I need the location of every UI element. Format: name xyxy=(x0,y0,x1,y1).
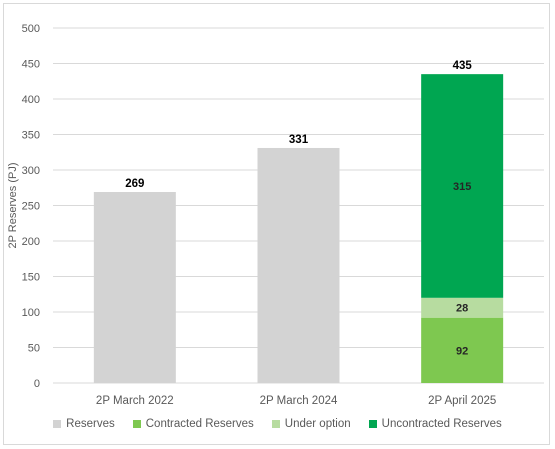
bar-segment xyxy=(421,317,504,383)
legend-item-reserves: Reserves xyxy=(53,418,115,430)
y-tick-label: 350 xyxy=(22,130,40,142)
legend-item-uncontracted-reserves: Uncontracted Reserves xyxy=(368,418,502,430)
y-tick-label: 500 xyxy=(22,23,40,35)
x-tick-label: 2P March 2022 xyxy=(96,395,174,407)
y-tick-label: 200 xyxy=(22,236,40,248)
y-tick-label: 300 xyxy=(22,165,40,177)
legend-swatch-contracted-reserves xyxy=(132,420,141,428)
chart-legend: Reserves Contracted Reserves Under optio… xyxy=(0,418,555,430)
y-tick-label: 400 xyxy=(22,94,40,106)
legend-item-under-option: Under option xyxy=(271,418,351,430)
legend-swatch-under-option xyxy=(271,420,280,428)
y-tick-label: 0 xyxy=(34,378,40,390)
legend-label-reserves: Reserves xyxy=(66,418,115,430)
segment-data-label: 315 xyxy=(453,181,471,193)
legend-swatch-uncontracted-reserves xyxy=(368,420,377,428)
bar-segment xyxy=(257,147,340,383)
legend-label-contracted-reserves: Contracted Reserves xyxy=(145,418,254,430)
legend-swatch-reserves xyxy=(53,420,62,428)
bar-segment xyxy=(421,297,504,318)
x-tick-label: 2P March 2024 xyxy=(260,395,338,407)
legend-item-contracted-reserves: Contracted Reserves xyxy=(132,418,254,430)
legend-label-under-option: Under option xyxy=(284,418,351,430)
total-data-label: 435 xyxy=(453,60,473,72)
segment-data-label: 28 xyxy=(456,303,468,315)
y-tick-label: 50 xyxy=(28,343,40,355)
y-tick-label: 250 xyxy=(22,201,40,213)
x-tick-label: 2P April 2025 xyxy=(428,395,496,407)
total-data-label: 269 xyxy=(125,178,144,190)
bar-segment xyxy=(93,192,176,383)
y-tick-label: 450 xyxy=(22,59,40,71)
bar-segment xyxy=(421,74,504,298)
total-data-label: 331 xyxy=(289,134,309,146)
segment-data-label: 92 xyxy=(456,345,468,357)
y-axis-title: 2P Reserves (PJ) xyxy=(7,163,19,249)
y-tick-label: 100 xyxy=(22,307,40,319)
legend-label-uncontracted-reserves: Uncontracted Reserves xyxy=(381,418,502,430)
y-tick-label: 150 xyxy=(22,272,40,284)
